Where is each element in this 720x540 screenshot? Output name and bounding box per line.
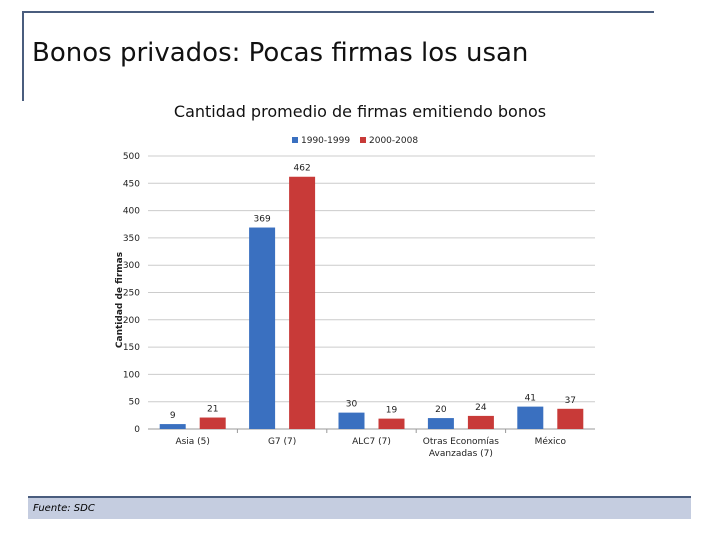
bar-1990-1999 (517, 406, 544, 429)
legend-swatch (360, 137, 366, 143)
bar-1990-1999 (427, 418, 454, 429)
legend-swatch (292, 137, 298, 143)
bar-1990-1999 (249, 227, 276, 429)
y-tick-label: 150 (123, 343, 140, 353)
y-tick-label: 100 (123, 370, 140, 380)
y-tick-label: 500 (123, 152, 140, 162)
legend-label: 2000-2008 (369, 136, 418, 146)
y-tick-label: 200 (123, 316, 140, 326)
y-tick-label: 300 (123, 261, 140, 271)
data-label: 19 (386, 406, 398, 416)
y-tick-label: 0 (134, 425, 140, 435)
bar-1990-1999 (159, 424, 186, 429)
slide-title: Bonos privados: Pocas firmas los usan (32, 38, 529, 68)
y-tick-label: 250 (123, 289, 140, 299)
y-tick-label: 350 (123, 234, 140, 244)
bar-2000-2008 (378, 418, 405, 429)
bar-2000-2008 (467, 415, 494, 429)
x-tick-label: Avanzadas (7) (429, 449, 493, 459)
data-label: 369 (254, 215, 271, 225)
x-tick-label: G7 (7) (268, 437, 296, 447)
footer-bar: Fuente: SDC (28, 496, 691, 519)
x-tick-label: Otras Economías (423, 437, 500, 447)
x-tick-label: México (535, 436, 567, 447)
data-label: 41 (525, 394, 536, 404)
x-tick-label: Asia (5) (175, 437, 209, 447)
top-rule (22, 11, 654, 13)
bar-1990-1999 (338, 412, 365, 429)
legend-label: 1990-1999 (301, 136, 350, 146)
y-tick-label: 450 (123, 179, 140, 189)
y-axis-label: Cantidad de firmas (115, 252, 125, 348)
chart-title: Cantidad promedio de firmas emitiendo bo… (173, 102, 547, 121)
bar-2000-2008 (557, 408, 584, 429)
data-label: 462 (294, 164, 311, 174)
bar-2000-2008 (289, 176, 316, 429)
y-tick-label: 50 (129, 398, 141, 408)
x-tick-label: ALC7 (7) (352, 437, 391, 447)
y-tick-label: 400 (123, 207, 140, 217)
data-label: 30 (346, 400, 358, 410)
data-label: 9 (170, 411, 176, 421)
data-label: 20 (435, 405, 447, 415)
bar-2000-2008 (199, 417, 226, 429)
data-label: 37 (565, 396, 576, 406)
data-label: 24 (475, 403, 487, 413)
data-label: 21 (207, 405, 218, 415)
source-note: Fuente: SDC (33, 503, 95, 514)
left-rule (22, 11, 24, 101)
